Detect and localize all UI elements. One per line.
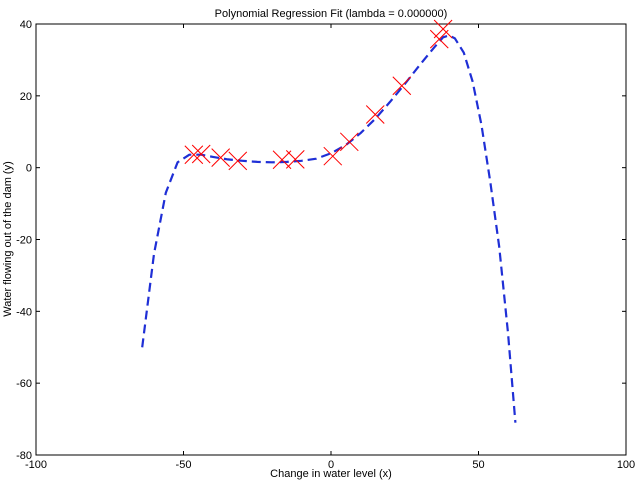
y-axis-label: Water flowing out of the dam (y) xyxy=(2,161,14,317)
data-point-x-marker xyxy=(429,29,449,49)
data-point-x-marker xyxy=(272,150,292,170)
y-tick-label: -40 xyxy=(16,306,32,318)
y-tick-label: -80 xyxy=(16,450,32,462)
fit-curve xyxy=(141,34,517,423)
data-point-x-marker xyxy=(339,132,359,152)
x-tick-label: 100 xyxy=(617,459,635,471)
data-point-x-marker xyxy=(184,145,204,165)
plot-area xyxy=(35,23,627,456)
data-point-x-marker xyxy=(365,105,385,124)
x-tick-label: 0 xyxy=(328,459,334,471)
data-point-x-marker xyxy=(211,148,231,167)
data-point-x-marker xyxy=(392,76,412,96)
plot-layer xyxy=(141,19,517,423)
data-point-x-marker xyxy=(228,151,248,171)
data-point-x-marker xyxy=(433,19,453,39)
chart-title: Polynomial Regression Fit (lambda = 0.00… xyxy=(215,8,448,20)
data-point-x-marker xyxy=(323,146,343,166)
x-tick-label: -50 xyxy=(176,459,192,471)
axis-ticks xyxy=(35,23,627,456)
y-tick-label: -20 xyxy=(16,235,32,247)
y-tick-label: -60 xyxy=(16,378,32,390)
axis-tick-labels: -100 -50 0 50 100 -80 -60 -40 -20 0 20 40 xyxy=(16,19,635,471)
x-tick-label: -100 xyxy=(25,459,47,471)
data-point-x-marker xyxy=(285,150,305,169)
y-tick-label: 20 xyxy=(20,91,32,103)
x-tick-label: 50 xyxy=(472,459,484,471)
y-tick-label: 40 xyxy=(20,19,32,31)
x-axis-label: Change in water level (x) xyxy=(270,468,392,480)
y-tick-label: 0 xyxy=(26,163,32,175)
data-point-x-marker xyxy=(191,144,211,164)
